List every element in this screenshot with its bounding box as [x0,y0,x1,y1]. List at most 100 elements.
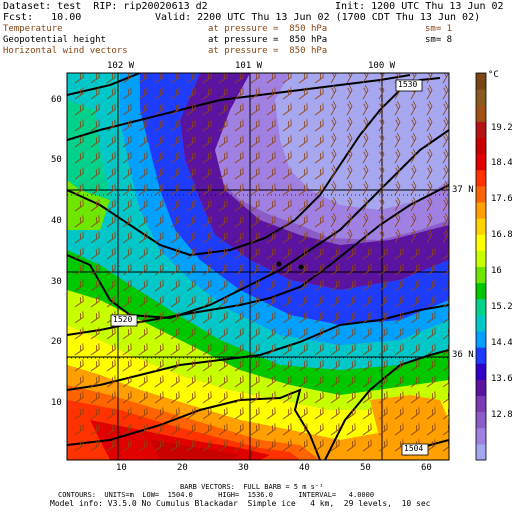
wind-barb [362,197,369,212]
wind-barb [122,327,132,340]
wind-barb [282,183,292,196]
color-bar-swatch [476,234,486,251]
wind-barb [442,117,449,132]
wind-barb [282,103,292,116]
wind-barb [90,375,100,388]
wind-barb [330,359,340,372]
wind-barb [394,117,401,132]
wind-barb [314,423,324,436]
wind-barb [138,215,148,228]
wind-barb [394,391,404,404]
wind-barb [426,73,433,84]
station-marker [276,261,282,267]
wind-barb [362,343,372,356]
wind-barb [282,439,292,452]
color-bar-swatch [476,363,486,380]
color-bar-swatch [476,395,486,413]
wind-barb [426,391,436,404]
wind-barb [394,423,404,436]
wind-barb [74,215,84,228]
wind-barb [298,423,308,436]
wind-barb [250,135,260,148]
wind-barb [362,423,372,436]
wind-barb [106,263,116,276]
barb-info: BARB VECTORS: FULL BARB = 5 m s⁻¹ [180,483,324,491]
wind-barb [234,215,244,228]
color-bar-swatch [476,137,486,155]
wind-barb [298,247,308,260]
wind-barb [234,391,244,404]
wind-barb [378,213,385,228]
color-bar-swatch [476,347,486,364]
wind-barb [282,263,292,276]
wind-barb [74,135,84,148]
contour-label-box [110,314,138,327]
wind-barb [74,247,84,260]
wind-barb [282,151,292,164]
y-tick: 40 [51,216,62,226]
wind-barb [282,279,292,292]
wind-barb [202,375,212,388]
wind-barb [154,343,164,356]
wind-barb [426,279,436,292]
wind-barb [138,375,148,388]
wind-barb [346,149,353,164]
wind-barb [186,295,196,308]
wind-barb [426,165,433,180]
wind-barb [234,295,244,308]
wind-barb [122,295,132,308]
wind-barb [362,213,369,228]
wind-barb [90,215,100,228]
wind-barb [266,327,276,340]
wind-barb [378,279,388,292]
wind-barb [426,375,436,388]
wind-barb [378,375,388,388]
wind-barb [186,343,196,356]
wind-barb [122,87,132,100]
wind-barb [410,327,420,340]
wind-barb [250,391,260,404]
wind-barb [282,391,292,404]
wind-barb [186,151,196,164]
wind-barb [170,423,180,436]
wind-barb [298,279,308,292]
wind-barb [106,343,116,356]
wind-barb [346,439,356,452]
wind-barb [250,343,260,356]
wind-barb [410,229,417,244]
wind-barb [154,279,164,292]
wind-barb [202,215,212,228]
wind-barb [218,439,228,452]
wind-barb [394,375,404,388]
wind-barb [410,149,417,164]
wind-barb [266,231,276,244]
wind-barb [154,135,164,148]
wind-barb [314,279,324,292]
wind-barb [90,263,100,276]
wind-barb [234,167,244,180]
wind-barb [410,407,420,420]
wind-barb [426,247,436,260]
wind-barb [90,231,100,244]
wind-barb [106,375,116,388]
color-bar-swatch [476,105,486,122]
wind-barb [266,439,276,452]
color-bar-swatch [476,314,486,332]
wind-barb [426,149,433,164]
wind-barb [282,231,292,244]
y-tick: 50 [51,155,62,165]
color-bar [476,73,486,461]
wind-barb [122,135,132,148]
wind-barb [266,375,276,388]
wind-barb [186,87,196,100]
wind-barb [234,439,244,452]
color-bar-swatch [476,379,486,396]
wind-barb [202,343,212,356]
wind-barb [90,327,100,340]
x-tick: 60 [421,463,432,473]
wind-barb [298,183,308,196]
wind-barb [426,311,436,324]
wind-barb [266,359,276,372]
wind-barb [266,151,276,164]
wind-barb [250,279,260,292]
